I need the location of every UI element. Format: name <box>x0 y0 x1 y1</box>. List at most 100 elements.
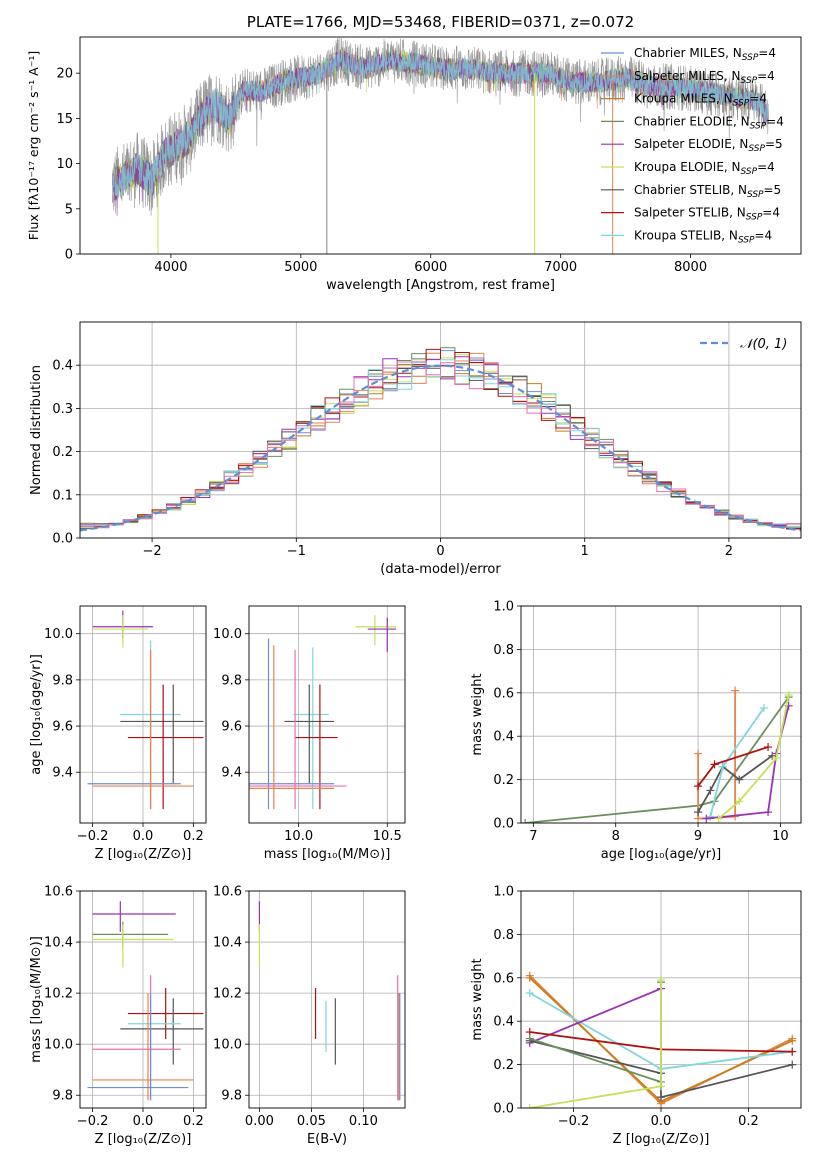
weight-point <box>718 762 727 771</box>
weight-point <box>694 782 703 791</box>
x-axis-label: wavelength [Angstrom, rest frame] <box>326 278 555 293</box>
y-tick-label: 15 <box>56 112 73 127</box>
y-tick-label: 0.3 <box>52 402 73 417</box>
legend-label-part: =4 <box>754 228 772 242</box>
legend-label-part: =5 <box>765 137 783 151</box>
weight-series-chabrier_elodie <box>525 696 790 823</box>
y-tick-label: 10.2 <box>44 987 73 1002</box>
weight-point <box>702 814 711 823</box>
legend-label: Kroupa ELODIE, NSSP=4 <box>634 160 775 177</box>
x-tick-label: 0 <box>436 544 444 559</box>
mass_vs_ebv-points <box>258 901 401 1101</box>
weight-point <box>764 808 773 817</box>
weight-point <box>714 814 723 823</box>
weight-point <box>759 703 768 712</box>
legend-label-part: Chabrier ELODIE, N <box>634 114 750 128</box>
weight-series-kroupa_elodie <box>718 694 790 820</box>
x-tick-label: 0.2 <box>183 1114 204 1129</box>
mass_vs_ebv-axes: 0.00 0.05 0.10 9.8 10.0 10.2 10.4 10.6 E(B-V) <box>213 885 405 1147</box>
legend-label-part: =4 <box>766 114 784 128</box>
legend-label-part: Chabrier STELIB, N <box>634 183 747 197</box>
legend-label-part: SSP <box>742 53 759 63</box>
x-tick-label: 8 <box>612 829 620 844</box>
y-tick-label: 9.4 <box>221 766 242 781</box>
y-axis-label: mass weight <box>470 958 485 1040</box>
x-tick-label: 10.5 <box>373 829 402 844</box>
y-tick-label: 1.0 <box>493 885 514 900</box>
y-tick-label: 0.0 <box>493 1102 514 1117</box>
mass_vs_Z-frame <box>79 890 207 1109</box>
weight-point <box>525 1034 534 1043</box>
y-axis-label: mass [log₁₀(M/M⊙)] <box>29 936 44 1063</box>
legend-label-part: =4 <box>758 46 776 60</box>
legend-label-part: Kroupa MILES, N <box>634 92 733 106</box>
legend-label-part: Kroupa ELODIE, N <box>634 160 741 174</box>
y-tick-label: 0.2 <box>493 773 514 788</box>
weight_vs_age-lines <box>521 686 793 823</box>
weight-point <box>788 1036 797 1045</box>
y-tick-label: 10.0 <box>44 627 73 642</box>
legend-label: Kroupa MILES, NSSP=4 <box>634 92 767 109</box>
legend-label-part: =4 <box>757 160 775 174</box>
normal-curve <box>80 364 801 532</box>
mass_vs_ebv-frame <box>248 890 406 1109</box>
x-tick-label: 2 <box>725 544 733 559</box>
legend-label-part: Kroupa STELIB, N <box>634 228 738 242</box>
residual-legend: 𝒩(0, 1) <box>700 337 787 352</box>
legend-label-part: Salpeter ELODIE, N <box>634 137 748 151</box>
y-tick-label: 0.8 <box>493 643 514 658</box>
y-tick-label: 10.6 <box>213 885 242 900</box>
spectrum-frame <box>79 36 802 255</box>
x-tick-label: 7 <box>529 829 537 844</box>
x-tick-label: 7000 <box>544 260 577 275</box>
x-tick-label: −0.2 <box>558 1114 590 1129</box>
legend-label-part: Chabrier MILES, N <box>634 46 742 60</box>
legend-label-part: =4 <box>749 92 767 106</box>
age_vs_Z-points <box>87 610 204 810</box>
weight-point <box>657 1093 665 1102</box>
weight_vs_Z-lines <box>525 971 797 1108</box>
y-tick-label: 9.8 <box>221 1089 242 1104</box>
x-tick-label: 4000 <box>154 260 187 275</box>
x-tick-label: 10.0 <box>284 829 313 844</box>
y-tick-label: 0.6 <box>493 971 514 986</box>
x-tick-label: 10 <box>772 829 789 844</box>
y-axis-label: age [log₁₀(age/yr)] <box>29 654 44 775</box>
x-tick-label: 0.2 <box>183 829 204 844</box>
y-tick-label: 20 <box>56 67 73 82</box>
x-tick-label: 0.05 <box>297 1114 326 1129</box>
y-axis-label: Normed distribution <box>29 365 44 495</box>
y-tick-label: 0.4 <box>493 730 514 745</box>
residual-steps <box>80 347 801 532</box>
x-axis-label: (data-model)/error <box>380 562 501 577</box>
x-tick-label: 1 <box>581 544 589 559</box>
weight-point <box>525 973 534 982</box>
y-tick-label: 0.2 <box>493 1058 514 1073</box>
x-tick-label: −0.2 <box>77 829 109 844</box>
y-tick-label: 9.4 <box>52 766 73 781</box>
y-axis-label: mass weight <box>470 673 485 755</box>
weight-point <box>710 760 719 769</box>
chart-title: PLATE=1766, MJD=53468, FIBERID=0371, z=0… <box>247 13 634 31</box>
legend-label: 𝒩(0, 1) <box>740 337 787 352</box>
legend-label-part: SSP <box>750 121 767 131</box>
x-tick-label: 0.10 <box>349 1114 378 1129</box>
weight-series-salpeter_elodie <box>529 987 662 1044</box>
weight-series-kroupa_elodie <box>529 980 662 1108</box>
x-tick-label: −1 <box>287 544 306 559</box>
x-axis-label: mass [log₁₀(M/M⊙)] <box>264 847 391 862</box>
age_vs_mass-points <box>249 615 397 810</box>
y-tick-label: 0.6 <box>493 686 514 701</box>
spectrum-series-kroupa_stelib <box>112 49 769 198</box>
weight-point <box>521 819 530 823</box>
y-axis-label: Flux [fλ10⁻¹⁷ erg cm⁻² s⁻¹ A⁻¹] <box>26 51 41 240</box>
y-tick-label: 0.4 <box>493 1015 514 1030</box>
x-tick-label: 5000 <box>284 260 317 275</box>
legend-label: Salpeter ELODIE, NSSP=5 <box>634 137 783 154</box>
x-axis-label: Z [log₁₀(Z/Z⊙)] <box>613 1132 710 1147</box>
x-tick-label: 6000 <box>414 260 447 275</box>
y-tick-label: 10.0 <box>44 1038 73 1053</box>
spectrum-axes: 4000 5000 6000 7000 8000 0 5 10 15 20 wavelength [… <box>26 51 707 293</box>
legend-label-part: Salpeter STELIB, N <box>634 206 746 220</box>
